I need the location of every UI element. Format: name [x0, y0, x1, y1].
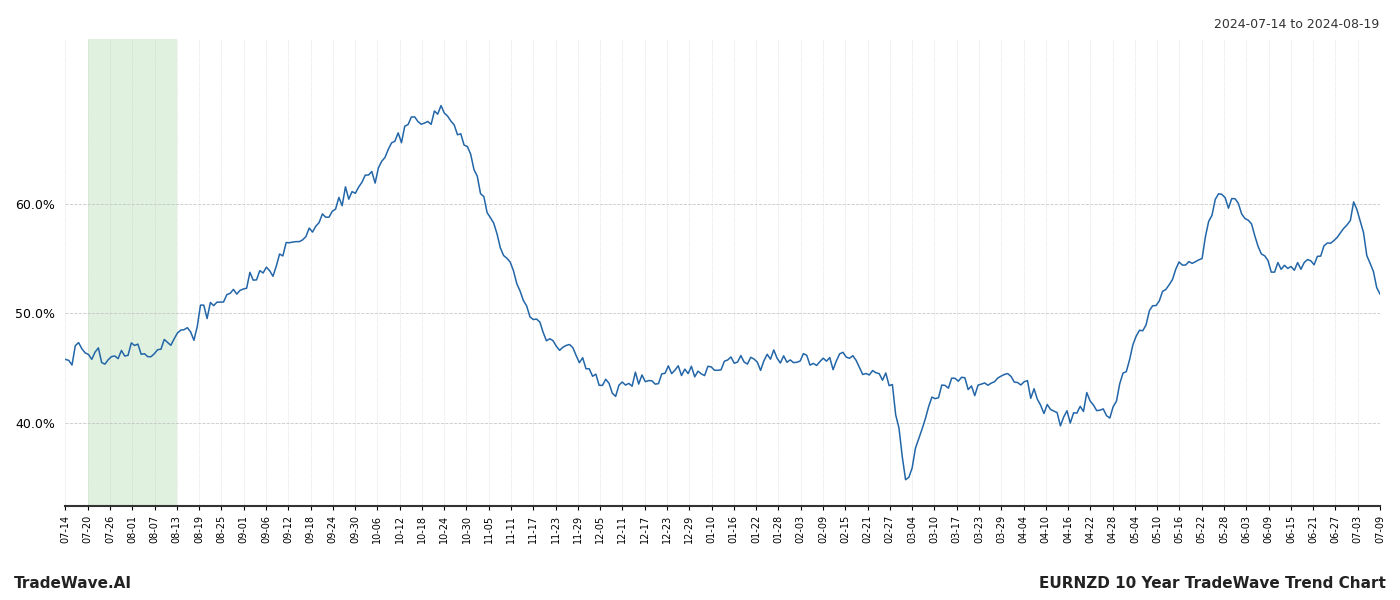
Text: EURNZD 10 Year TradeWave Trend Chart: EURNZD 10 Year TradeWave Trend Chart	[1039, 576, 1386, 591]
Bar	[88, 39, 176, 506]
Text: TradeWave.AI: TradeWave.AI	[14, 576, 132, 591]
Text: 2024-07-14 to 2024-08-19: 2024-07-14 to 2024-08-19	[1214, 18, 1379, 31]
